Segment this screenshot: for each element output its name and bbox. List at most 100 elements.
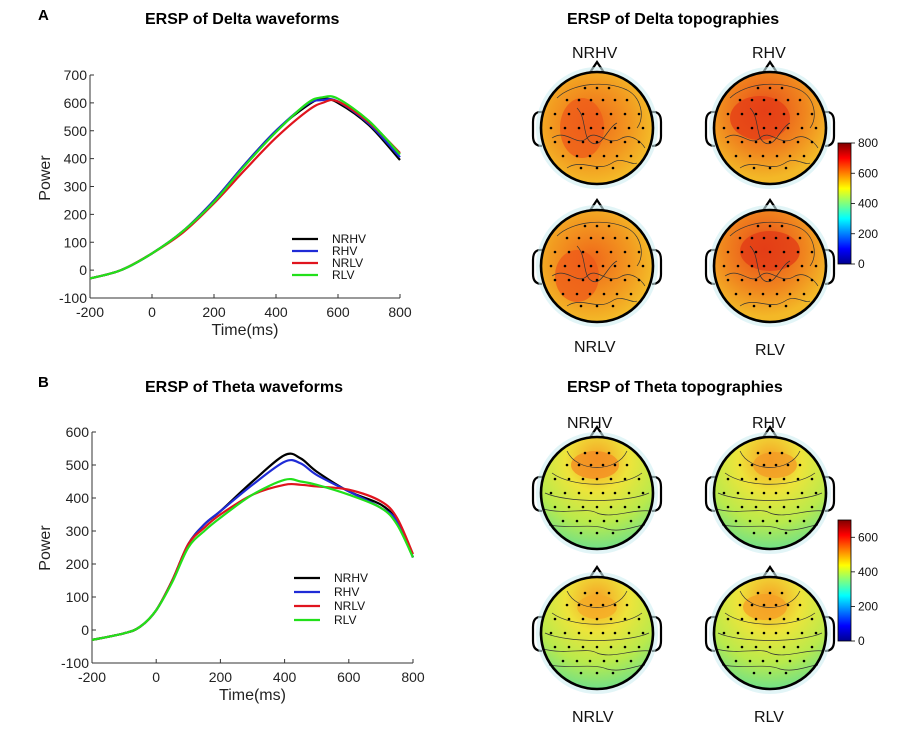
topo-delta-nrhv [531, 60, 663, 189]
electrode [754, 477, 758, 481]
electrode [782, 645, 786, 649]
electrode [768, 505, 772, 509]
left-ear [531, 110, 543, 148]
scalp-map [541, 437, 653, 549]
electrode [627, 631, 631, 635]
electrode [802, 292, 806, 296]
electrode [768, 86, 772, 90]
colorbar-tick-label: 200 [858, 227, 878, 241]
electrode [589, 463, 593, 467]
electrode [782, 250, 786, 254]
left-ear [704, 475, 716, 513]
electrode [726, 477, 730, 481]
electrode [563, 631, 567, 635]
electrode [581, 112, 585, 116]
electrode [588, 292, 592, 296]
electrode [581, 477, 585, 481]
electrode [768, 617, 772, 621]
electrode [740, 477, 744, 481]
electrode [577, 236, 581, 240]
electrode [750, 264, 754, 268]
electrode [607, 86, 611, 90]
electrode [595, 591, 599, 595]
electrode [786, 603, 790, 607]
electrode [748, 659, 752, 663]
electrode [740, 250, 744, 254]
electrode [780, 591, 784, 595]
topo-delta-rlv [704, 198, 836, 327]
right-ear [824, 615, 836, 653]
electrode [768, 278, 772, 282]
electrode [736, 631, 740, 635]
electrode [579, 166, 583, 170]
legend-label-nrlv: NRLV [332, 256, 363, 270]
electrode [750, 126, 754, 130]
electrode [629, 154, 633, 158]
electrode [625, 236, 629, 240]
electrode [798, 463, 802, 467]
colorbar-tick-label: 600 [858, 530, 878, 544]
electrode [798, 98, 802, 102]
electrode [750, 491, 754, 495]
electrode [553, 140, 557, 144]
head-outline [712, 435, 828, 551]
electrode [581, 617, 585, 621]
contour-line [542, 508, 652, 516]
electrode [575, 292, 579, 296]
y-tick-label: 300 [64, 179, 88, 195]
electrode [627, 264, 631, 268]
scalp-map [714, 437, 826, 549]
electrode [774, 126, 778, 130]
electrode [761, 519, 765, 523]
theta-topographies-title: ERSP of Theta topographies [567, 379, 783, 396]
electrode [722, 631, 726, 635]
electrode [613, 98, 617, 102]
legend-label-nrlv: NRLV [334, 599, 365, 613]
y-axis-label: Power [37, 525, 54, 571]
delta-waveform-chart: -200 0 200 400 600 800 -100 0 100 200 300 400 500 600… [37, 67, 412, 339]
electrode [627, 126, 631, 130]
electrode [754, 278, 758, 282]
y-tick-label: 0 [79, 262, 87, 278]
electrode [814, 264, 818, 268]
electrode [768, 140, 772, 144]
electrode [814, 491, 818, 495]
electrode [589, 236, 593, 240]
electrode [613, 603, 617, 607]
scalp-map [714, 577, 826, 689]
y-tick-label: 500 [66, 457, 90, 473]
topo-theta-rlv [704, 565, 836, 694]
contour-line [566, 450, 628, 468]
electrode [740, 140, 744, 144]
electrode [601, 126, 605, 130]
electrode [810, 112, 814, 116]
x-tick-label: 400 [264, 304, 288, 320]
electrode [601, 603, 605, 607]
electrode [589, 491, 593, 495]
electrode [601, 98, 605, 102]
contour-line [544, 632, 650, 641]
y-tick-label: 600 [64, 95, 88, 111]
electrode [768, 166, 772, 170]
electrode [581, 645, 585, 649]
contour-line [576, 245, 618, 283]
electrode [595, 112, 599, 116]
electrode [595, 250, 599, 254]
electrode [740, 112, 744, 116]
left-ear [704, 615, 716, 653]
electrode [726, 278, 730, 282]
theta-topo-label-rlv: RLV [754, 709, 784, 726]
series-line-rlv [89, 95, 401, 280]
electrode [762, 236, 766, 240]
electrode [722, 126, 726, 130]
contour-line [749, 107, 791, 145]
electrode [768, 477, 772, 481]
electrode [611, 531, 615, 535]
electrode [762, 463, 766, 467]
electrode [575, 659, 579, 663]
contour-line [724, 612, 816, 625]
theta-topo-label-rhv: RHV [752, 415, 786, 432]
electrode [577, 126, 581, 130]
electrode [768, 531, 772, 535]
left-ear [531, 615, 543, 653]
